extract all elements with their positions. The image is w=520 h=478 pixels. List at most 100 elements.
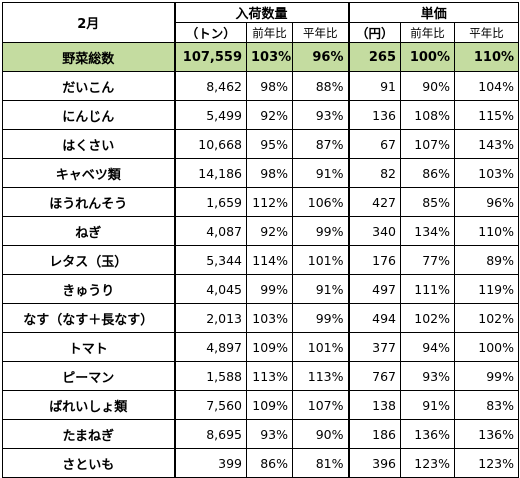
volume-cell: 399 xyxy=(174,448,247,478)
volume-cell: 2,013 xyxy=(174,303,247,333)
volume-yoy-cell: 98% xyxy=(246,158,293,188)
price-yoy-cell: 90% xyxy=(400,71,455,101)
price-yoy-cell: 136% xyxy=(400,419,455,449)
total-price-normal: 110% xyxy=(453,42,520,72)
volume-cell: 1,659 xyxy=(174,187,247,217)
volume-normal-header: 平年比 xyxy=(292,22,350,43)
table-row: キャベツ類 14,186 98% 91% 82 86% 103% xyxy=(2,158,520,188)
volume-yoy-cell: 99% xyxy=(246,274,293,304)
vegetable-name: なす（なす＋長なす） xyxy=(2,303,176,333)
table-row: にんじん 5,499 92% 93% 136 108% 115% xyxy=(2,100,520,130)
price-cell: 176 xyxy=(348,245,401,275)
price-yoy-header: 前年比 xyxy=(400,22,455,43)
price-normal-cell: 83% xyxy=(453,390,520,420)
month-header: 2月 xyxy=(2,2,176,43)
vegetable-name: きゅうり xyxy=(2,274,176,304)
price-normal-cell: 99% xyxy=(453,361,520,391)
volume-normal-cell: 107% xyxy=(292,390,350,420)
price-cell: 82 xyxy=(348,158,401,188)
total-row: 野菜総数 107,559 103% 96% 265 100% 110% xyxy=(2,42,520,72)
volume-normal-cell: 91% xyxy=(292,274,350,304)
volume-cell: 8,462 xyxy=(174,71,247,101)
table-row: はくさい 10,668 95% 87% 67 107% 143% xyxy=(2,129,520,159)
volume-cell: 8,695 xyxy=(174,419,247,449)
price-normal-cell: 115% xyxy=(453,100,520,130)
vegetable-name: にんじん xyxy=(2,100,176,130)
volume-unit-header: （トン） xyxy=(174,22,247,43)
vegetable-name: ねぎ xyxy=(2,216,176,246)
header-row-top: 2月 入荷数量 単価 xyxy=(2,2,520,43)
price-normal-cell: 96% xyxy=(453,187,520,217)
price-yoy-cell: 91% xyxy=(400,390,455,420)
table-row: だいこん 8,462 98% 88% 91 90% 104% xyxy=(2,71,520,101)
total-name: 野菜総数 xyxy=(2,42,176,72)
price-normal-cell: 110% xyxy=(453,216,520,246)
price-cell: 494 xyxy=(348,303,401,333)
table-row: トマト 4,897 109% 101% 377 94% 100% xyxy=(2,332,520,362)
price-yoy-cell: 93% xyxy=(400,361,455,391)
price-yoy-cell: 134% xyxy=(400,216,455,246)
price-unit-header: （円） xyxy=(348,22,401,43)
vegetable-name: トマト xyxy=(2,332,176,362)
price-normal-cell: 119% xyxy=(453,274,520,304)
volume-normal-cell: 101% xyxy=(292,245,350,275)
volume-normal-cell: 99% xyxy=(292,216,350,246)
table-row: ピーマン 1,588 113% 113% 767 93% 99% xyxy=(2,361,520,391)
vegetable-name: だいこん xyxy=(2,71,176,101)
price-normal-cell: 103% xyxy=(453,158,520,188)
volume-cell: 1,588 xyxy=(174,361,247,391)
volume-cell: 4,897 xyxy=(174,332,247,362)
volume-yoy-cell: 93% xyxy=(246,419,293,449)
volume-yoy-cell: 114% xyxy=(246,245,293,275)
volume-cell: 10,668 xyxy=(174,129,247,159)
price-cell: 138 xyxy=(348,390,401,420)
volume-group-header: 入荷数量 xyxy=(174,2,350,23)
vegetable-name: ばれいしょ類 xyxy=(2,390,176,420)
price-yoy-cell: 111% xyxy=(400,274,455,304)
volume-normal-cell: 91% xyxy=(292,158,350,188)
price-normal-cell: 100% xyxy=(453,332,520,362)
vegetable-name: はくさい xyxy=(2,129,176,159)
price-yoy-cell: 86% xyxy=(400,158,455,188)
table-header: 2月 入荷数量 単価 （トン） 前年比 平年比 （円） 前年比 平年比 xyxy=(2,2,520,43)
header-row-bottom: （トン） 前年比 平年比 （円） 前年比 平年比 xyxy=(3,22,520,43)
volume-yoy-cell: 109% xyxy=(246,390,293,420)
volume-normal-cell: 93% xyxy=(292,100,350,130)
volume-cell: 14,186 xyxy=(174,158,247,188)
price-cell: 91 xyxy=(348,71,401,101)
vegetable-name: ピーマン xyxy=(2,361,176,391)
table-body: 野菜総数 107,559 103% 96% 265 100% 110% だいこん… xyxy=(2,42,520,478)
vegetable-name: たまねぎ xyxy=(2,419,176,449)
volume-cell: 4,087 xyxy=(174,216,247,246)
price-yoy-cell: 85% xyxy=(400,187,455,217)
total-price-yoy: 100% xyxy=(400,42,455,72)
volume-cell: 5,499 xyxy=(174,100,247,130)
price-normal-cell: 104% xyxy=(453,71,520,101)
volume-cell: 4,045 xyxy=(174,274,247,304)
table-row: ほうれんそう 1,659 112% 106% 427 85% 96% xyxy=(2,187,520,217)
price-yoy-cell: 123% xyxy=(400,448,455,478)
price-normal-cell: 89% xyxy=(453,245,520,275)
table-row: さといも 399 86% 81% 396 123% 123% xyxy=(2,448,520,478)
vegetable-name: レタス（玉） xyxy=(2,245,176,275)
table-row: ねぎ 4,087 92% 99% 340 134% 110% xyxy=(2,216,520,246)
price-cell: 767 xyxy=(348,361,401,391)
vegetable-name: キャベツ類 xyxy=(2,158,176,188)
price-normal-cell: 143% xyxy=(453,129,520,159)
price-cell: 186 xyxy=(348,419,401,449)
volume-normal-cell: 113% xyxy=(292,361,350,391)
volume-normal-cell: 106% xyxy=(292,187,350,217)
volume-normal-cell: 101% xyxy=(292,332,350,362)
table-row: たまねぎ 8,695 93% 90% 186 136% 136% xyxy=(2,419,520,449)
total-volume-yoy: 103% xyxy=(246,42,293,72)
volume-normal-cell: 81% xyxy=(292,448,350,478)
price-yoy-cell: 108% xyxy=(400,100,455,130)
volume-yoy-cell: 103% xyxy=(246,303,293,333)
volume-yoy-cell: 95% xyxy=(246,129,293,159)
price-yoy-cell: 94% xyxy=(400,332,455,362)
volume-cell: 5,344 xyxy=(174,245,247,275)
volume-yoy-header: 前年比 xyxy=(246,22,293,43)
price-cell: 340 xyxy=(348,216,401,246)
vegetable-name: さといも xyxy=(2,448,176,478)
total-price: 265 xyxy=(348,42,401,72)
